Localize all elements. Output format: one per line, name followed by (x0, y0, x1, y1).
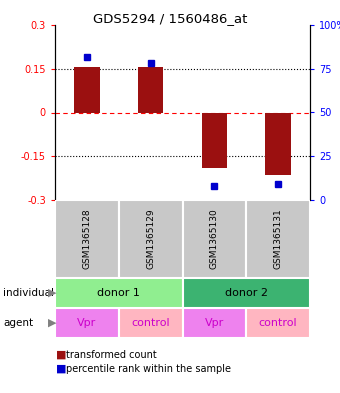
Text: percentile rank within the sample: percentile rank within the sample (66, 364, 231, 374)
Bar (119, 200, 183, 278)
Text: GSM1365131: GSM1365131 (274, 209, 283, 269)
Text: transformed count: transformed count (66, 350, 157, 360)
Text: donor 2: donor 2 (225, 288, 268, 298)
Bar (138, 67, 164, 112)
Text: GSM1365128: GSM1365128 (82, 209, 91, 269)
Text: ▶: ▶ (49, 318, 57, 328)
Bar (119, 308, 183, 338)
Text: GDS5294 / 1560486_at: GDS5294 / 1560486_at (93, 12, 247, 25)
Text: donor 1: donor 1 (97, 288, 140, 298)
Bar (55, 308, 119, 338)
Bar (183, 200, 246, 278)
Bar (74, 67, 100, 112)
Text: ▶: ▶ (49, 288, 57, 298)
Bar (55, 200, 119, 278)
Bar (183, 308, 246, 338)
Text: individual: individual (3, 288, 54, 298)
Bar (183, 278, 310, 308)
Text: Vpr: Vpr (77, 318, 97, 328)
Bar (202, 112, 227, 168)
Text: ■: ■ (56, 350, 67, 360)
Bar (246, 308, 310, 338)
Bar (55, 278, 183, 308)
Text: Vpr: Vpr (205, 318, 224, 328)
Bar (246, 200, 310, 278)
Text: agent: agent (3, 318, 34, 328)
Text: GSM1365129: GSM1365129 (146, 209, 155, 269)
Bar (266, 112, 291, 175)
Text: control: control (131, 318, 170, 328)
Text: GSM1365130: GSM1365130 (210, 209, 219, 269)
Text: control: control (259, 318, 298, 328)
Text: ■: ■ (56, 364, 67, 374)
